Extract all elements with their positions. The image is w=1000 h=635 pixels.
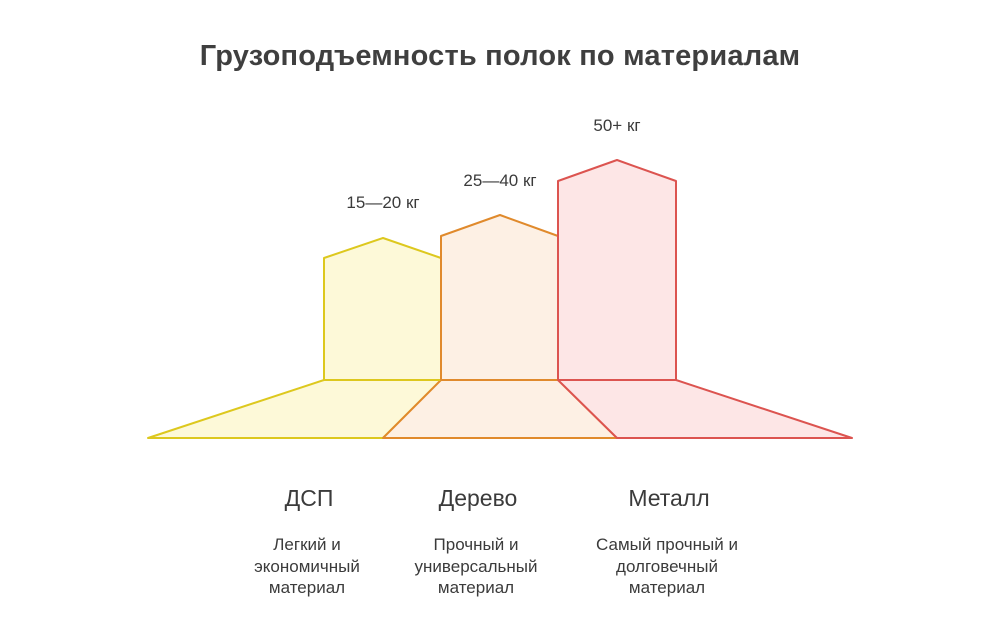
column-wood (440, 214, 559, 381)
column-dsp (323, 237, 442, 381)
description-line: долговечный (616, 556, 718, 576)
capacity-label-dsp: 15—20 кг (346, 193, 419, 212)
page-title: Грузоподъемность полок по материалам (199, 40, 801, 72)
material-description-metal: Самый прочный и долговечный материал (567, 534, 767, 599)
description-line: Легкий и (273, 535, 341, 554)
column-metal (557, 159, 677, 381)
capacity-label-wood: 25—40 кг (463, 171, 536, 190)
description-line: универсальный (414, 556, 538, 576)
description-line: экономичный (254, 556, 360, 576)
material-description-dsp: Легкий и экономичный материал (207, 534, 407, 599)
description-line: материал (268, 578, 346, 597)
description-line: Прочный и (433, 535, 519, 554)
material-name-dsp: ДСП (284, 485, 334, 511)
material-description-wood: Прочный и универсальный материал (376, 534, 576, 599)
description-line: материал (628, 578, 706, 597)
description-line: материал (437, 578, 515, 597)
capacity-label-metal: 50+ кг (593, 116, 640, 135)
description-line: Самый прочный и (596, 535, 738, 554)
material-name-wood: Дерево (438, 485, 518, 511)
material-name-metal: Металл (628, 485, 710, 511)
